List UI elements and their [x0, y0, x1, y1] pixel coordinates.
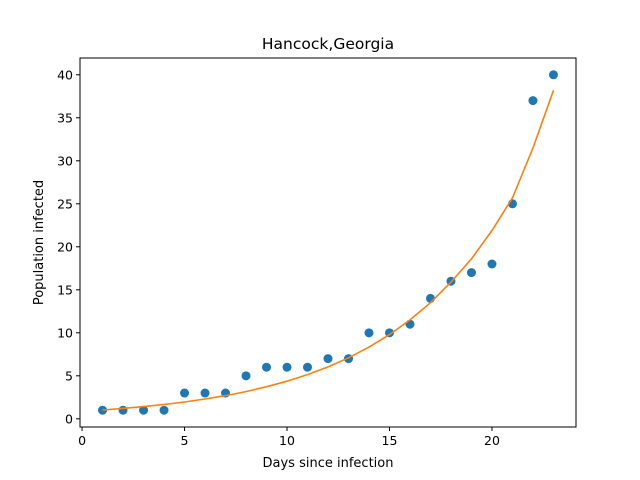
y-tick-label: 35 [57, 110, 73, 125]
data-point [528, 96, 538, 106]
data-point [180, 388, 190, 398]
data-point [466, 268, 476, 278]
x-tick-label: 20 [484, 433, 500, 448]
data-point [548, 70, 558, 80]
x-axis-label: Days since infection [263, 456, 394, 471]
data-point [364, 328, 374, 338]
x-tick-label: 0 [78, 433, 86, 448]
y-axis-label: Population infected [32, 180, 47, 305]
data-point [282, 362, 292, 372]
data-point [200, 388, 210, 398]
data-point [405, 319, 415, 329]
data-point [303, 362, 313, 372]
x-tick-label: 15 [382, 433, 398, 448]
data-point [425, 293, 435, 303]
y-tick-label: 0 [65, 411, 73, 426]
data-point [487, 259, 497, 269]
y-tick-label: 10 [57, 325, 73, 340]
y-tick-label: 5 [65, 368, 73, 383]
y-tick-label: 40 [57, 67, 73, 82]
data-point [262, 362, 272, 372]
y-tick-label: 30 [57, 153, 73, 168]
data-point [118, 405, 128, 415]
x-tick-label: 5 [181, 433, 189, 448]
y-tick-label: 15 [57, 282, 73, 297]
y-tick-label: 20 [57, 239, 73, 254]
data-point [139, 405, 149, 415]
chart-title: Hancock,Georgia [262, 35, 394, 53]
plot-area [98, 70, 558, 415]
fit-curve [102, 90, 555, 411]
x-tick-label: 10 [279, 433, 295, 448]
data-point [159, 405, 169, 415]
axis-ticks: 0 5 10 15 20 0 5 10 15 20 25 30 35 40 [57, 67, 500, 448]
data-point [241, 371, 251, 381]
axes-frame [79, 57, 577, 428]
data-point [323, 354, 333, 364]
y-tick-label: 25 [57, 196, 73, 211]
